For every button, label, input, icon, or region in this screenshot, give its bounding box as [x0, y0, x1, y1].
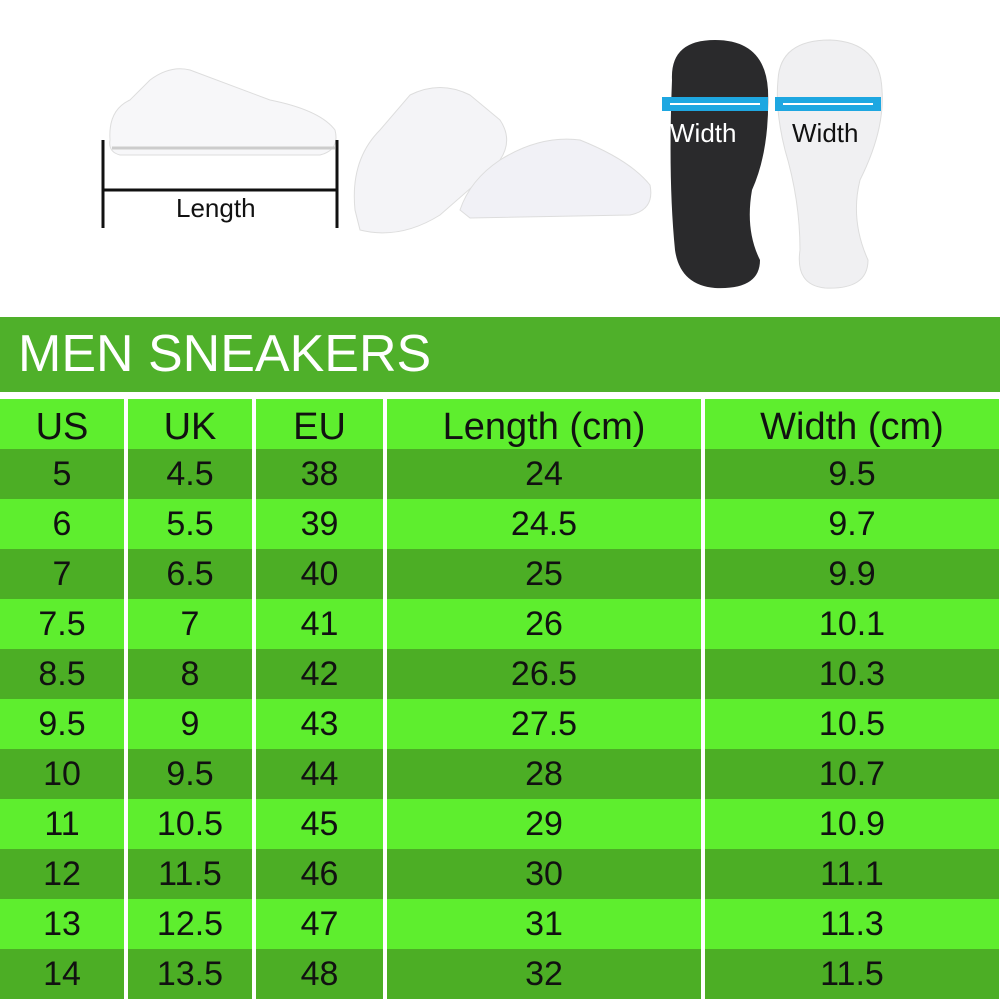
- table-cell: 5.5: [128, 499, 252, 549]
- table-row: 10 9.5 44 28 10.7: [0, 749, 1000, 799]
- table-cell: 39: [256, 499, 383, 549]
- table-cell: 31: [387, 899, 701, 949]
- size-table: US UK EU Length (cm) Width (cm) 5 4.5 38 24 9.5 6…: [0, 399, 1000, 999]
- width-label-light: Width: [792, 118, 859, 148]
- table-cell: 25: [387, 549, 701, 599]
- table-row: 6 5.5 39 24.5 9.7: [0, 499, 1000, 549]
- table-cell: 10.5: [128, 799, 252, 849]
- table-cell: 29: [387, 799, 701, 849]
- table-cell: 40: [256, 549, 383, 599]
- product-images: Length Width Width: [0, 0, 1000, 317]
- table-cell: 7: [128, 599, 252, 649]
- table-cell: 4.5: [128, 449, 252, 499]
- table-cell: 10.7: [705, 749, 999, 799]
- width-label-dark: Width: [670, 118, 737, 148]
- table-row: 9.5 9 43 27.5 10.5: [0, 699, 1000, 749]
- column-header: US: [0, 399, 124, 449]
- column-header: UK: [128, 399, 252, 449]
- chart-title: MEN SNEAKERS: [0, 317, 1000, 392]
- table-cell: 6.5: [128, 549, 252, 599]
- table-row: 12 11.5 46 30 11.1: [0, 849, 1000, 899]
- table-cell: 30: [387, 849, 701, 899]
- table-cell: 8: [128, 649, 252, 699]
- table-row: 5 4.5 38 24 9.5: [0, 449, 1000, 499]
- table-cell: 9.5: [128, 749, 252, 799]
- table-cell: 10.1: [705, 599, 999, 649]
- table-cell: 12: [0, 849, 124, 899]
- table-cell: 24.5: [387, 499, 701, 549]
- side-shoe-image: [109, 68, 337, 156]
- table-cell: 12.5: [128, 899, 252, 949]
- length-label: Length: [176, 193, 256, 223]
- table-cell: 9.5: [705, 449, 999, 499]
- table-cell: 47: [256, 899, 383, 949]
- length-dimension: [101, 140, 339, 228]
- table-cell: 7.5: [0, 599, 124, 649]
- light-sole-image: [776, 39, 883, 289]
- width-bars: [662, 97, 881, 111]
- table-cell: 27.5: [387, 699, 701, 749]
- table-row: 11 10.5 45 29 10.9: [0, 799, 1000, 849]
- shoe-illustrations: [101, 39, 883, 289]
- dark-sole-image: [670, 40, 769, 289]
- table-cell: 43: [256, 699, 383, 749]
- column-header: Width (cm): [705, 399, 999, 449]
- table-cell: 28: [387, 749, 701, 799]
- table-cell: 9.5: [0, 699, 124, 749]
- table-cell: 10: [0, 749, 124, 799]
- table-cell: 41: [256, 599, 383, 649]
- table-cell: 38: [256, 449, 383, 499]
- table-cell: 14: [0, 949, 124, 999]
- table-row: 13 12.5 47 31 11.3: [0, 899, 1000, 949]
- shoe-pair-image: [353, 87, 652, 234]
- table-cell: 10.3: [705, 649, 999, 699]
- table-cell: 11.5: [128, 849, 252, 899]
- table-cell: 13: [0, 899, 124, 949]
- column-header: Length (cm): [387, 399, 701, 449]
- table-cell: 9.7: [705, 499, 999, 549]
- table-cell: 11: [0, 799, 124, 849]
- table-cell: 32: [387, 949, 701, 999]
- table-cell: 10.9: [705, 799, 999, 849]
- table-cell: 9.9: [705, 549, 999, 599]
- table-cell: 8.5: [0, 649, 124, 699]
- table-cell: 42: [256, 649, 383, 699]
- table-row: 7.5 7 41 26 10.1: [0, 599, 1000, 649]
- table-cell: 5: [0, 449, 124, 499]
- table-cell: 26: [387, 599, 701, 649]
- table-cell: 7: [0, 549, 124, 599]
- table-cell: 6: [0, 499, 124, 549]
- table-cell: 11.5: [705, 949, 999, 999]
- table-header: US UK EU Length (cm) Width (cm): [0, 399, 1000, 449]
- table-row: 8.5 8 42 26.5 10.3: [0, 649, 1000, 699]
- table-cell: 10.5: [705, 699, 999, 749]
- table-cell: 46: [256, 849, 383, 899]
- table-cell: 48: [256, 949, 383, 999]
- table-cell: 24: [387, 449, 701, 499]
- table-cell: 11.3: [705, 899, 999, 949]
- column-header: EU: [256, 399, 383, 449]
- table-row: 14 13.5 48 32 11.5: [0, 949, 1000, 999]
- table-cell: 26.5: [387, 649, 701, 699]
- table-row: 7 6.5 40 25 9.9: [0, 549, 1000, 599]
- table-cell: 45: [256, 799, 383, 849]
- table-cell: 11.1: [705, 849, 999, 899]
- table-cell: 13.5: [128, 949, 252, 999]
- table-cell: 9: [128, 699, 252, 749]
- table-cell: 44: [256, 749, 383, 799]
